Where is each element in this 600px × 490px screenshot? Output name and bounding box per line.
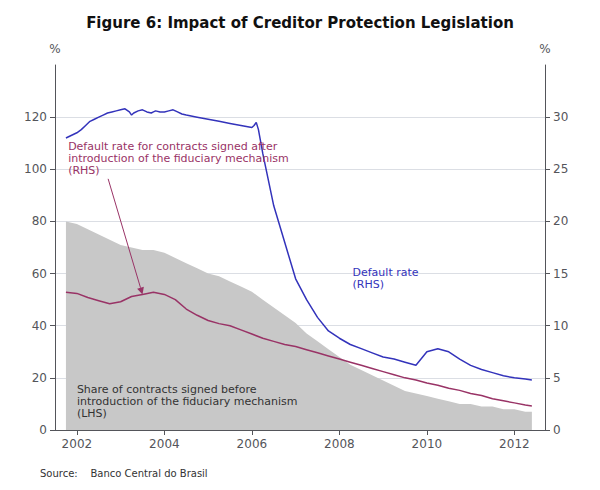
svg-text:100: 100: [24, 162, 47, 176]
svg-text:10: 10: [553, 319, 568, 333]
svg-text:120: 120: [24, 110, 47, 124]
svg-text:5: 5: [553, 371, 561, 385]
svg-text:20: 20: [553, 214, 568, 228]
svg-text:0: 0: [553, 423, 561, 437]
svg-text:2004: 2004: [149, 437, 180, 451]
svg-text:(RHS): (RHS): [353, 278, 384, 291]
svg-text:40: 40: [32, 319, 47, 333]
svg-text:Default rate for contracts sig: Default rate for contracts signed after: [68, 140, 278, 154]
svg-text:(RHS): (RHS): [68, 164, 99, 177]
svg-text:2002: 2002: [62, 437, 93, 451]
svg-text:Figure 6: Impact of Creditor P: Figure 6: Impact of Creditor Protection …: [86, 14, 514, 32]
svg-text:(LHS): (LHS): [77, 407, 107, 420]
svg-text:Default rate: Default rate: [352, 266, 419, 280]
svg-text:80: 80: [32, 214, 47, 228]
svg-text:2008: 2008: [324, 437, 355, 451]
svg-text:Source: Banco Central do Br: Source: Banco Central do Brasil: [40, 468, 208, 479]
svg-text:0: 0: [39, 423, 47, 437]
svg-text:15: 15: [553, 267, 568, 281]
svg-text:introduction of the fiduciary: introduction of the fiduciary mechanism: [68, 152, 289, 165]
svg-text:2006: 2006: [237, 437, 268, 451]
svg-text:2010: 2010: [412, 437, 443, 451]
svg-text:%: %: [539, 42, 550, 56]
svg-text:2012: 2012: [499, 437, 530, 451]
svg-text:%: %: [49, 42, 60, 56]
svg-text:30: 30: [553, 110, 568, 124]
svg-text:Share of contracts signed befo: Share of contracts signed before: [76, 382, 257, 396]
svg-text:introduction of the fiduciary: introduction of the fiduciary mechanism: [77, 395, 298, 408]
svg-text:60: 60: [32, 267, 47, 281]
svg-text:20: 20: [32, 371, 47, 385]
svg-text:25: 25: [553, 162, 568, 176]
